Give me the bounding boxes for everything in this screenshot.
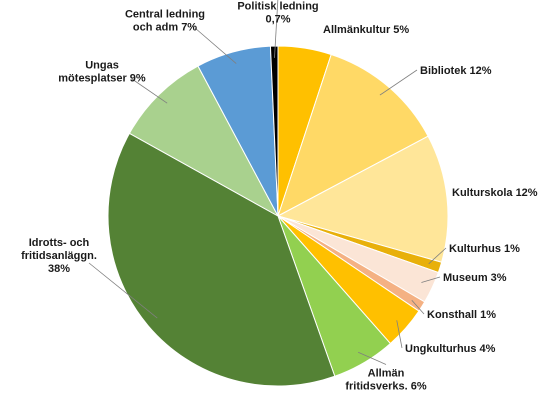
- leader-line-museum: [421, 276, 441, 283]
- data-label-allmankultur: Allmänkultur 5%: [323, 24, 409, 36]
- data-label-museum: Museum 3%: [443, 272, 507, 284]
- leader-line-ungas-motesplatser: [131, 78, 168, 104]
- pie-leader-lines: [88, 0, 447, 365]
- pie-labels: Allmänkultur 5% Bibliotek 12% Kulturskola …: [21, 1, 538, 393]
- data-label-kulturhus: Kulturhus 1%: [449, 243, 520, 255]
- leader-line-ungkulturhus: [396, 320, 403, 349]
- leader-line-konsthall: [411, 299, 425, 315]
- leader-line-central-ledning-och-adm: [194, 27, 237, 64]
- data-label-politisk-ledning: Politisk ledning 0,7%: [237, 1, 318, 26]
- leader-line-bibliotek: [379, 69, 418, 96]
- data-label-ungkulturhus: Ungkulturhus 4%: [405, 343, 496, 355]
- pie-slices: [107, 45, 449, 387]
- pie-slice-kulturskola: [276, 135, 449, 263]
- data-label-central-ledning-och-adm: Central ledning och adm 7%: [125, 9, 205, 34]
- data-label-kulturskola: Kulturskola 12%: [452, 187, 538, 199]
- data-label-bibliotek: Bibliotek 12%: [420, 65, 492, 77]
- pie-slice-idrotts-och-fritidsanlaggn: [107, 132, 336, 387]
- data-label-konsthall: Konsthall 1%: [427, 309, 496, 321]
- data-label-ungas-motesplatser: Ungas mötesplatser 9%: [58, 60, 146, 85]
- pie-slice-politisk-ledning: [269, 45, 279, 217]
- pie-slice-bibliotek: [277, 53, 429, 218]
- data-label-idrotts-och-fritidsanlaggn: Idrotts- och fritidsanläggn. 38%: [21, 237, 97, 275]
- leader-line-kulturhus: [428, 247, 447, 265]
- data-label-allman-fritidsverks: Allmän fritidsverks. 6%: [345, 368, 427, 393]
- leader-line-politisk-ledning: [274, 0, 279, 58]
- leader-line-idrotts-och-fritidsanlaggn: [88, 262, 158, 319]
- leader-line-allman-fritidsverks: [357, 351, 387, 365]
- pie-slice-ungas-motesplatser: [128, 65, 280, 218]
